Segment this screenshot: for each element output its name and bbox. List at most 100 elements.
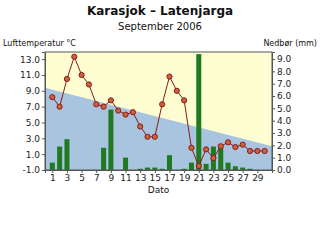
temperature-line (52, 57, 264, 166)
precip-bar (64, 139, 69, 170)
precip-bar (233, 166, 238, 170)
tick-label: 3.0 (26, 134, 41, 144)
precip-bar (167, 155, 172, 170)
tick: 7.0 (272, 79, 292, 89)
temperature-marker (130, 110, 135, 115)
tick: 11.0 (20, 70, 45, 80)
tick: 11 (120, 170, 131, 183)
tick-label: 13.0 (20, 55, 40, 65)
tick-mark (42, 59, 45, 60)
tick-mark (272, 121, 275, 122)
tick-mark (42, 91, 45, 92)
temperature-marker (167, 74, 172, 79)
tick-label: 17 (164, 173, 175, 183)
tick-label: 4.0 (277, 116, 292, 126)
tick: 27 (237, 170, 248, 183)
temperature-marker (211, 156, 216, 161)
normal-area (45, 88, 272, 170)
temperature-marker (123, 112, 128, 117)
tick-mark (42, 170, 45, 171)
tick: 21 (194, 170, 205, 183)
temperature-marker (86, 82, 91, 87)
temperature-marker (152, 134, 157, 139)
temperature-marker (203, 147, 208, 152)
tick-label: 3.0 (277, 128, 292, 138)
precip-bar (123, 158, 128, 170)
chart: 1357911131517192123252729-1.01.03.05.07.… (0, 0, 320, 230)
tick-label: 5.0 (26, 118, 41, 128)
tick-mark (42, 122, 45, 123)
subtitle: September 2006 (118, 21, 202, 32)
tick-label: 19 (179, 173, 191, 183)
temperature-marker (174, 88, 179, 93)
x-axis-title: Dato (148, 185, 170, 195)
tick: 4.0 (272, 116, 292, 126)
tick: 17 (164, 170, 175, 183)
tick: 13.0 (20, 55, 45, 65)
tick-mark (42, 154, 45, 155)
precip-bar (211, 147, 216, 170)
tick: 7.0 (26, 102, 45, 112)
tick: 29 (252, 170, 264, 183)
tick: 9 (109, 170, 115, 183)
plot-area (45, 54, 272, 170)
temperature-marker (108, 98, 113, 103)
tick: 3 (65, 170, 71, 183)
tick-label: 6.0 (277, 91, 292, 101)
tick-label: 23 (208, 173, 219, 183)
precip-bar (101, 148, 106, 170)
tick-label: 9 (109, 173, 115, 183)
tick-label: 21 (194, 173, 205, 183)
plot-background (45, 52, 272, 170)
tick-mark (42, 107, 45, 108)
tick-mark (42, 138, 45, 139)
tick: 9.0 (26, 86, 45, 96)
tick-label: 7 (94, 173, 100, 183)
plot-frame (45, 52, 272, 170)
precip-bar (226, 163, 231, 170)
tick: 5.0 (26, 118, 45, 128)
y2-axis: 0.01.02.03.04.05.06.07.08.09.0 (272, 53, 292, 176)
temperature-marker (94, 102, 99, 107)
tick: 7 (94, 170, 100, 183)
tick-label: 11.0 (20, 70, 40, 80)
tick: 1 (50, 170, 56, 183)
temperature-marker (255, 148, 260, 153)
tick: 1.0 (272, 153, 292, 163)
tick-label: 3 (65, 173, 71, 183)
tick: 3.0 (272, 128, 292, 138)
tick-mark (272, 71, 275, 72)
temperature-marker (247, 148, 252, 153)
tick-label: 9.0 (26, 86, 41, 96)
temperature-marker (101, 104, 106, 109)
tick-mark (272, 145, 275, 146)
temperature-marker (116, 108, 121, 113)
precip-bar (189, 163, 194, 170)
temperature-marker (196, 163, 201, 168)
temperature-marker (182, 98, 187, 103)
tick: 25 (223, 170, 234, 183)
tick-label: 29 (252, 173, 264, 183)
y2-axis-title: Nedbør (mm) (263, 39, 317, 48)
tick-label: 27 (237, 173, 248, 183)
tick-mark (272, 108, 275, 109)
tick: -1.0 (22, 165, 45, 175)
tick: 15 (150, 170, 161, 183)
tick-label: 5.0 (277, 104, 292, 114)
temperature-marker (64, 76, 69, 81)
tick: 1.0 (26, 150, 45, 160)
tick-mark (272, 170, 275, 171)
tick: 5 (79, 170, 85, 183)
x-axis: 1357911131517192123252729 (46, 170, 273, 183)
precip-bar (196, 54, 201, 170)
tick-label: 2.0 (277, 141, 292, 151)
precip-bar (108, 110, 113, 170)
tick: 5.0 (272, 104, 292, 114)
tick-label: 1.0 (26, 150, 41, 160)
tick-mark (272, 84, 275, 85)
temperature-marker (218, 144, 223, 149)
tick-mark (42, 75, 45, 76)
tick: 2.0 (272, 141, 292, 151)
temperature-marker (72, 54, 77, 59)
tick: 13 (135, 170, 146, 183)
